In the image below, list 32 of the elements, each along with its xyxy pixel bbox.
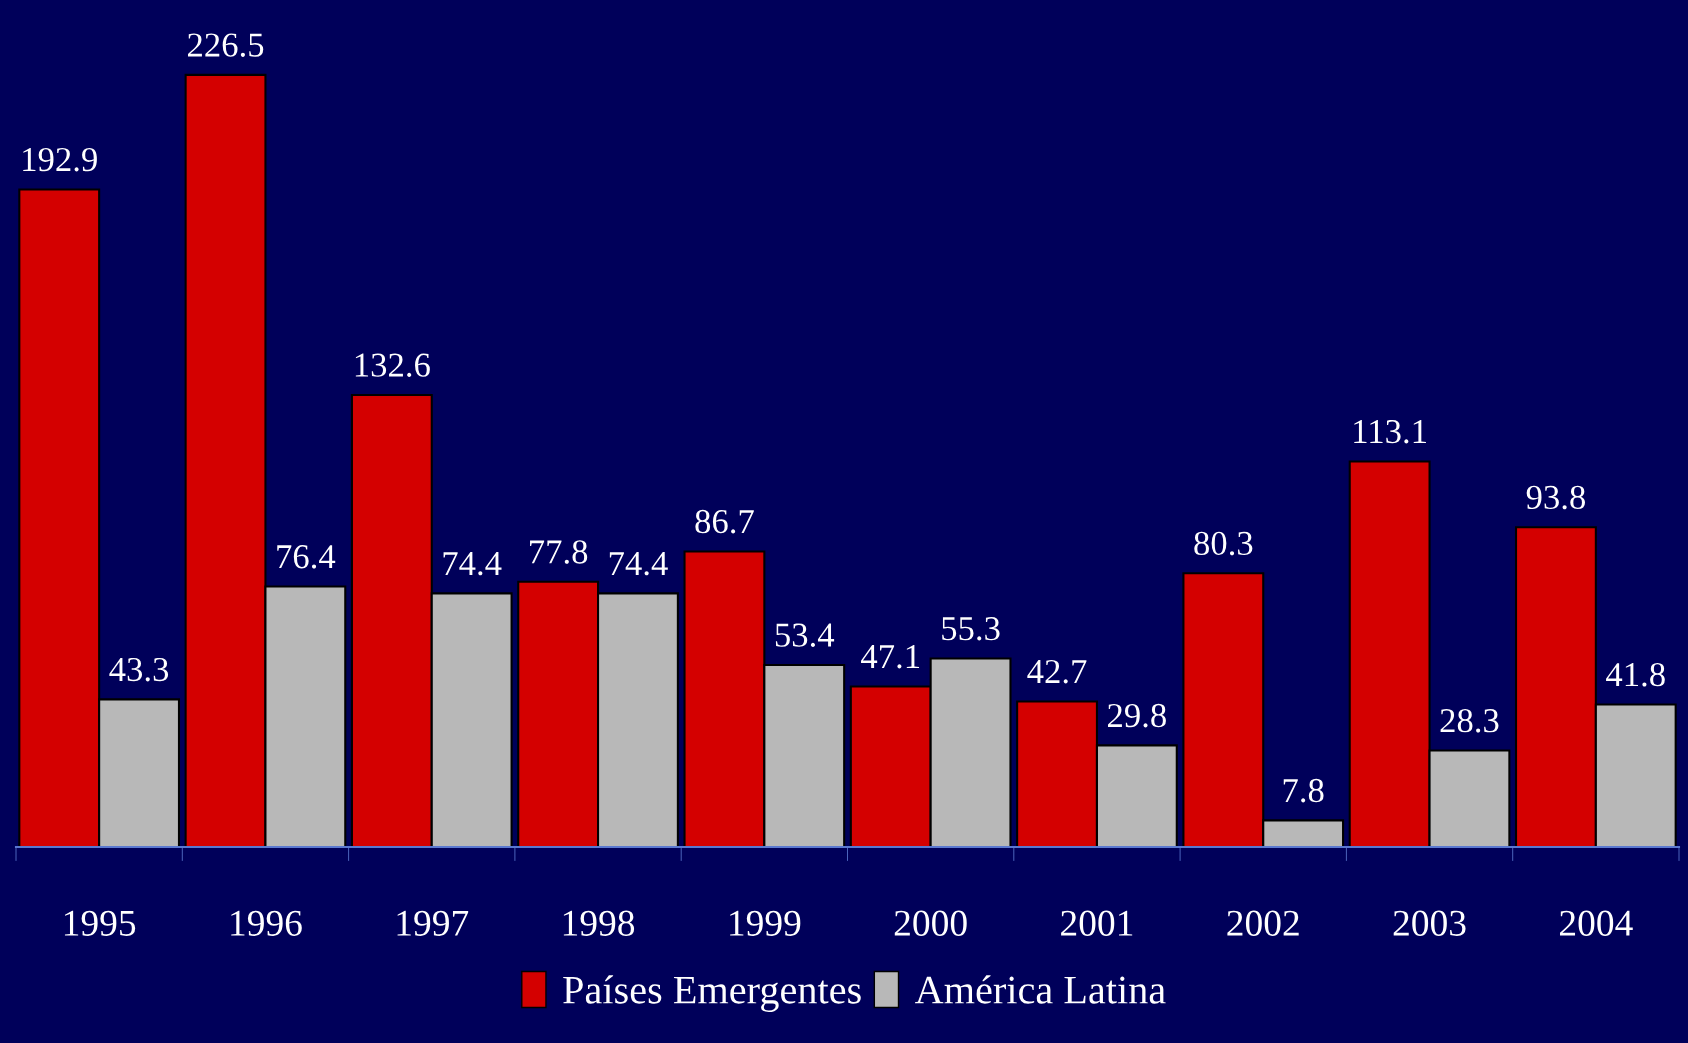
data-label: 74.4 <box>443 552 502 576</box>
data-label: 86.7 <box>695 509 754 534</box>
x-tick-label: 2002 <box>1227 910 1299 936</box>
data-label: 53.4 <box>775 623 835 647</box>
legend-label: América Latina <box>915 975 1166 1004</box>
data-label: 28.3 <box>1440 708 1499 733</box>
x-tick-label: 2000 <box>894 910 967 936</box>
x-tick-label: 1997 <box>397 910 469 936</box>
x-tick-label: 1998 <box>563 910 635 936</box>
x-tick-label: 2003 <box>1393 910 1466 936</box>
data-label: 93.8 <box>1526 485 1585 510</box>
x-tick-label: 2004 <box>1560 910 1633 936</box>
data-label: 43.3 <box>109 657 169 682</box>
data-label: 42.7 <box>1027 659 1087 684</box>
data-label: 7.8 <box>1283 778 1324 803</box>
data-label: 132.6 <box>355 353 430 377</box>
data-label: 80.3 <box>1194 531 1253 556</box>
x-tick-label: 1999 <box>730 910 801 936</box>
data-label: 77.8 <box>530 540 588 564</box>
x-tick-label: 2001 <box>1061 910 1133 936</box>
data-label: 41.8 <box>1606 662 1665 687</box>
data-label: 47.1 <box>861 645 920 669</box>
data-label: 74.4 <box>609 552 668 576</box>
x-tick-label: 1996 <box>231 910 302 936</box>
x-tick-label: 1995 <box>64 910 136 936</box>
data-label: 192.9 <box>23 147 97 172</box>
data-label: 55.3 <box>942 616 1000 641</box>
data-label: 76.4 <box>277 545 336 569</box>
data-label: 29.8 <box>1108 703 1166 728</box>
data-label: 113.1 <box>1354 419 1426 444</box>
data-label: 226.5 <box>188 33 264 57</box>
legend-label: Países Emergentes <box>563 975 861 1012</box>
